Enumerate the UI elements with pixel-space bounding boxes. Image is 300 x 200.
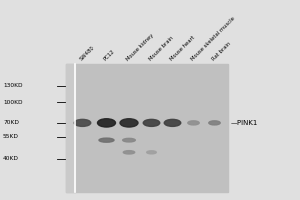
Ellipse shape [143, 119, 160, 126]
Text: SW480: SW480 [79, 45, 96, 62]
Bar [66, 64, 75, 192]
Ellipse shape [99, 138, 114, 142]
Ellipse shape [188, 121, 199, 125]
Text: 70KD: 70KD [3, 120, 19, 125]
Text: Mouse skeletal muscle: Mouse skeletal muscle [190, 16, 236, 62]
Text: PC12: PC12 [103, 49, 116, 62]
Text: 100KD: 100KD [3, 100, 22, 105]
Ellipse shape [123, 138, 135, 142]
Text: 40KD: 40KD [3, 156, 19, 161]
Text: —PINK1: —PINK1 [231, 120, 258, 126]
Text: Mouse heart: Mouse heart [169, 35, 196, 62]
Ellipse shape [147, 151, 156, 154]
Ellipse shape [98, 119, 116, 127]
Bar [66, 64, 228, 192]
Ellipse shape [164, 119, 181, 126]
Ellipse shape [123, 151, 135, 154]
Ellipse shape [209, 121, 220, 125]
Text: Mouse kidney: Mouse kidney [125, 33, 155, 62]
Text: Rat brain: Rat brain [211, 41, 232, 62]
Text: 55KD: 55KD [3, 134, 19, 139]
Ellipse shape [120, 119, 138, 127]
Text: Mouse brain: Mouse brain [148, 36, 174, 62]
Text: 130KD: 130KD [3, 83, 22, 88]
Ellipse shape [74, 119, 91, 126]
